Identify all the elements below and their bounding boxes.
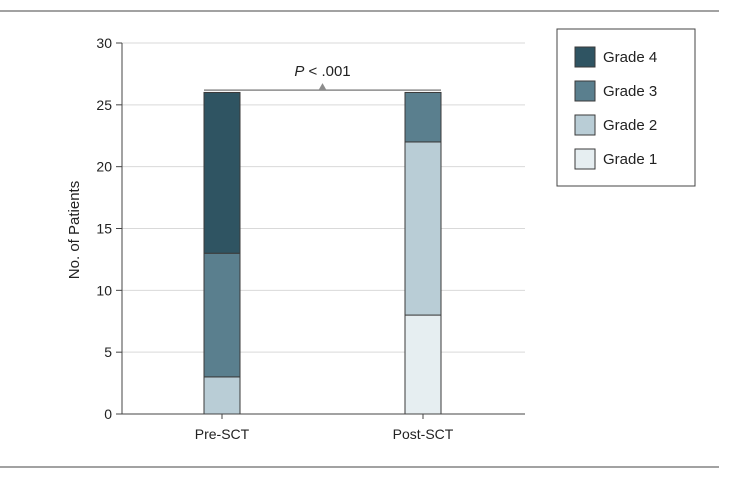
y-tick-label: 0 (104, 406, 112, 422)
legend-label-grade-4: Grade 4 (603, 49, 657, 66)
y-tick-label: 10 (96, 282, 112, 298)
y-tick-label: 30 (96, 35, 112, 51)
x-tick-label: Post-SCT (393, 426, 454, 442)
bars (203, 91, 442, 415)
bar-post-sct-grade-2 (404, 141, 442, 316)
y-tick-label: 25 (96, 97, 112, 113)
bracket-arrow-icon (318, 83, 327, 91)
legend-swatch-grade-2 (574, 114, 596, 136)
legend-label-grade-3: Grade 3 (603, 83, 657, 100)
axes (116, 42, 525, 419)
y-tick-label: 5 (104, 344, 112, 360)
x-tick-label: Pre-SCT (195, 426, 250, 442)
bar-post-sct-grade-1 (404, 314, 442, 415)
y-tick-labels: 0 5 10 15 20 25 30 (96, 35, 112, 422)
legend-label-grade-2: Grade 2 (603, 117, 657, 134)
significance-annotation: P < .001 (204, 63, 441, 91)
legend-swatch-grade-1 (574, 148, 596, 170)
gridlines (122, 42, 525, 353)
bar-pre-sct-grade-3 (203, 252, 241, 378)
legend-swatch-grade-4 (574, 46, 596, 68)
legend: Grade 4 Grade 3 Grade 2 Grade 1 (556, 28, 696, 187)
y-tick-label: 15 (96, 221, 112, 237)
bar-pre-sct-grade-4 (203, 91, 241, 254)
y-tick-label: 20 (96, 159, 112, 175)
bar-pre-sct-grade-2 (203, 376, 241, 415)
p-value-italic: P (294, 63, 304, 80)
x-tick-labels: Pre-SCT Post-SCT (195, 426, 454, 442)
legend-swatch-grade-3 (574, 80, 596, 102)
bar-post-sct-grade-3 (404, 91, 442, 143)
p-value-rest: < .001 (304, 63, 350, 80)
p-value-label: P < .001 (294, 63, 350, 80)
y-axis-title: No. of Patients (66, 181, 83, 279)
legend-label-grade-1: Grade 1 (603, 151, 657, 168)
